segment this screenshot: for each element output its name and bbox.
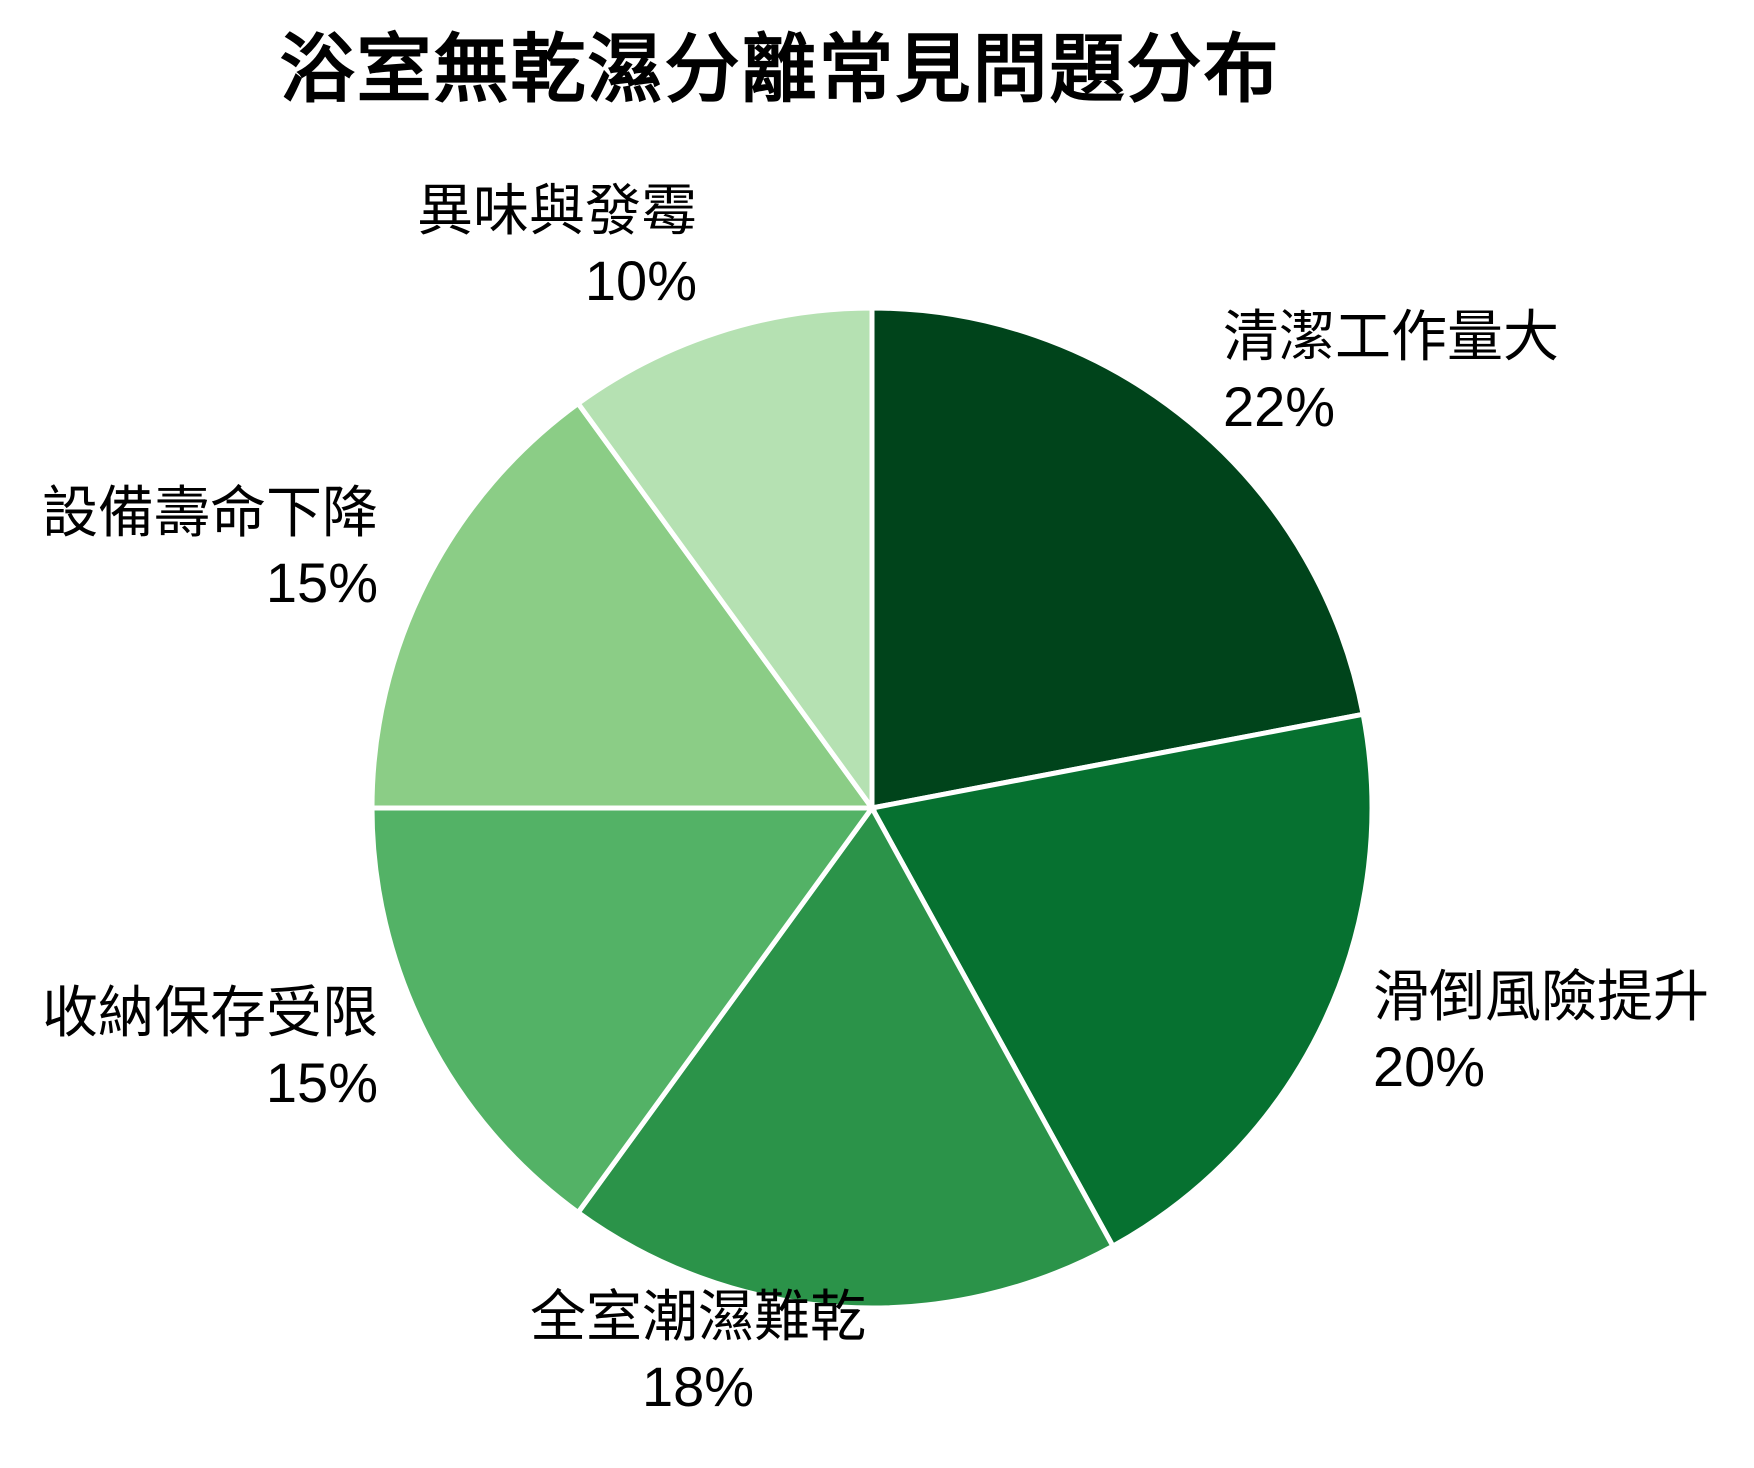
pie-label-equipment-lifespan: 設備壽命下降 15%: [0, 478, 378, 618]
pie-label-slip-risk-text: 滑倒風險提升: [1373, 965, 1709, 1028]
pie-label-room-damp-pct: 18%: [641, 1355, 755, 1418]
pie-slice-2: [574, 803, 1117, 1311]
pie-slice-1: [868, 711, 1375, 1250]
pie-label-storage-limited-text: 收納保存受限: [42, 981, 378, 1044]
pie-slice-5: [574, 305, 875, 816]
pie-label-odor-mold-text: 異味與發霉: [417, 179, 697, 242]
pie-label-cleaning-workload-pct: 22%: [1223, 375, 1336, 438]
pie-label-slip-risk: 滑倒風險提升 20%: [1373, 962, 1709, 1102]
pie-label-slip-risk-pct: 20%: [1373, 1035, 1486, 1098]
pie-label-cleaning-workload: 清潔工作量大 22%: [1223, 302, 1559, 442]
pie-slice-4: [369, 399, 877, 811]
pie-label-equipment-lifespan-text: 設備壽命下降: [42, 481, 378, 544]
pie-label-room-damp: 全室潮濕難乾 18%: [448, 1282, 948, 1422]
chart-title: 浴室無乾濕分離常見問題分布: [279, 27, 1281, 111]
pie-label-equipment-lifespan-pct: 15%: [265, 551, 378, 614]
pie-label-odor-mold: 異味與發霉 10%: [200, 176, 697, 316]
pie-slice-3: [369, 805, 877, 1217]
pie-label-storage-limited-pct: 15%: [265, 1051, 378, 1114]
pie-slice-0: [869, 305, 1367, 812]
pie-label-cleaning-workload-text: 清潔工作量大: [1223, 305, 1559, 368]
pie-label-odor-mold-pct: 10%: [584, 249, 697, 312]
pie-label-room-damp-text: 全室潮濕難乾: [530, 1285, 866, 1348]
pie-label-storage-limited: 收納保存受限 15%: [0, 978, 378, 1118]
